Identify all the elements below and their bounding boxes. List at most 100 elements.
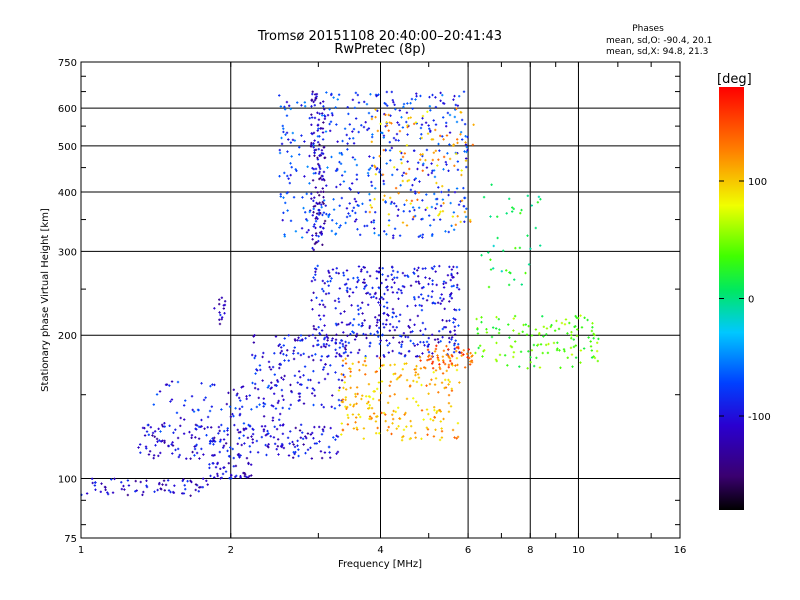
data-point [313,204,317,208]
data-point [329,426,332,430]
data-point [406,102,409,105]
data-point [321,152,325,156]
data-point [338,226,341,229]
data-point [262,401,265,405]
data-point [387,113,390,117]
data-point [99,490,103,494]
data-point [412,122,416,126]
data-point [398,417,401,420]
data-point [315,296,318,299]
data-point [409,419,412,423]
data-point [307,378,310,382]
data-point [329,364,332,367]
data-point [352,331,355,334]
data-point [366,270,369,274]
data-point [462,353,465,356]
data-point [419,359,422,362]
data-point [386,344,389,347]
data-point [341,428,345,431]
data-point [240,443,243,447]
data-point [463,366,467,369]
data-point [279,193,282,196]
data-point [319,358,323,362]
data-point [310,123,313,126]
data-point [378,168,382,171]
data-point [387,129,390,132]
data-point [591,322,594,325]
data-point [406,133,409,136]
data-point [384,125,387,128]
data-point [276,401,280,405]
data-point [311,234,314,237]
data-point [138,443,142,446]
data-point [429,224,432,227]
data-point [363,285,367,288]
data-point [335,267,338,270]
data-point [365,402,369,405]
data-point [293,445,297,449]
data-point [347,416,350,420]
data-point [448,380,452,384]
data-point [313,151,316,154]
data-point [430,333,434,336]
data-point [313,388,316,392]
data-point [278,366,281,370]
data-point [337,272,340,275]
data-point [189,479,192,483]
data-point [443,325,446,329]
data-point [414,373,417,377]
data-point [159,451,162,455]
data-point [321,174,324,178]
data-point [316,217,319,220]
data-point [314,267,317,270]
data-point [322,303,325,307]
data-point [460,173,463,177]
data-point [270,381,273,384]
data-point [316,156,319,160]
data-point [521,330,524,333]
data-point [338,341,342,345]
data-point [344,362,348,365]
data-point [368,274,372,278]
data-point [285,100,289,104]
data-point [440,299,444,303]
data-point [385,121,388,124]
data-point [527,350,530,353]
data-point [280,388,284,392]
data-point [233,423,236,427]
data-point [417,295,420,299]
data-point [434,149,438,153]
data-point [552,341,556,345]
data-point [171,444,175,447]
data-point [566,356,569,359]
data-point [160,440,163,443]
data-point [438,366,441,369]
data-point [274,335,278,338]
data-point [427,294,430,298]
data-point [448,300,451,303]
data-point [212,438,215,442]
data-point [111,491,115,494]
data-point [203,427,206,430]
data-point [302,352,305,356]
data-point [452,284,455,288]
data-point [420,437,423,440]
data-point [460,199,464,202]
data-point [224,442,228,445]
data-point [384,113,387,117]
data-point [272,405,275,408]
data-point [327,269,330,273]
data-point [462,90,466,93]
data-point [157,454,160,458]
data-point [357,312,360,316]
data-point [277,453,280,456]
data-point [466,148,469,152]
data-point [324,130,328,133]
data-point [319,450,323,453]
data-point [245,397,248,401]
data-point [391,315,394,319]
data-point [377,93,380,96]
data-point [514,340,517,343]
data-point [405,111,409,114]
data-point [439,420,442,423]
